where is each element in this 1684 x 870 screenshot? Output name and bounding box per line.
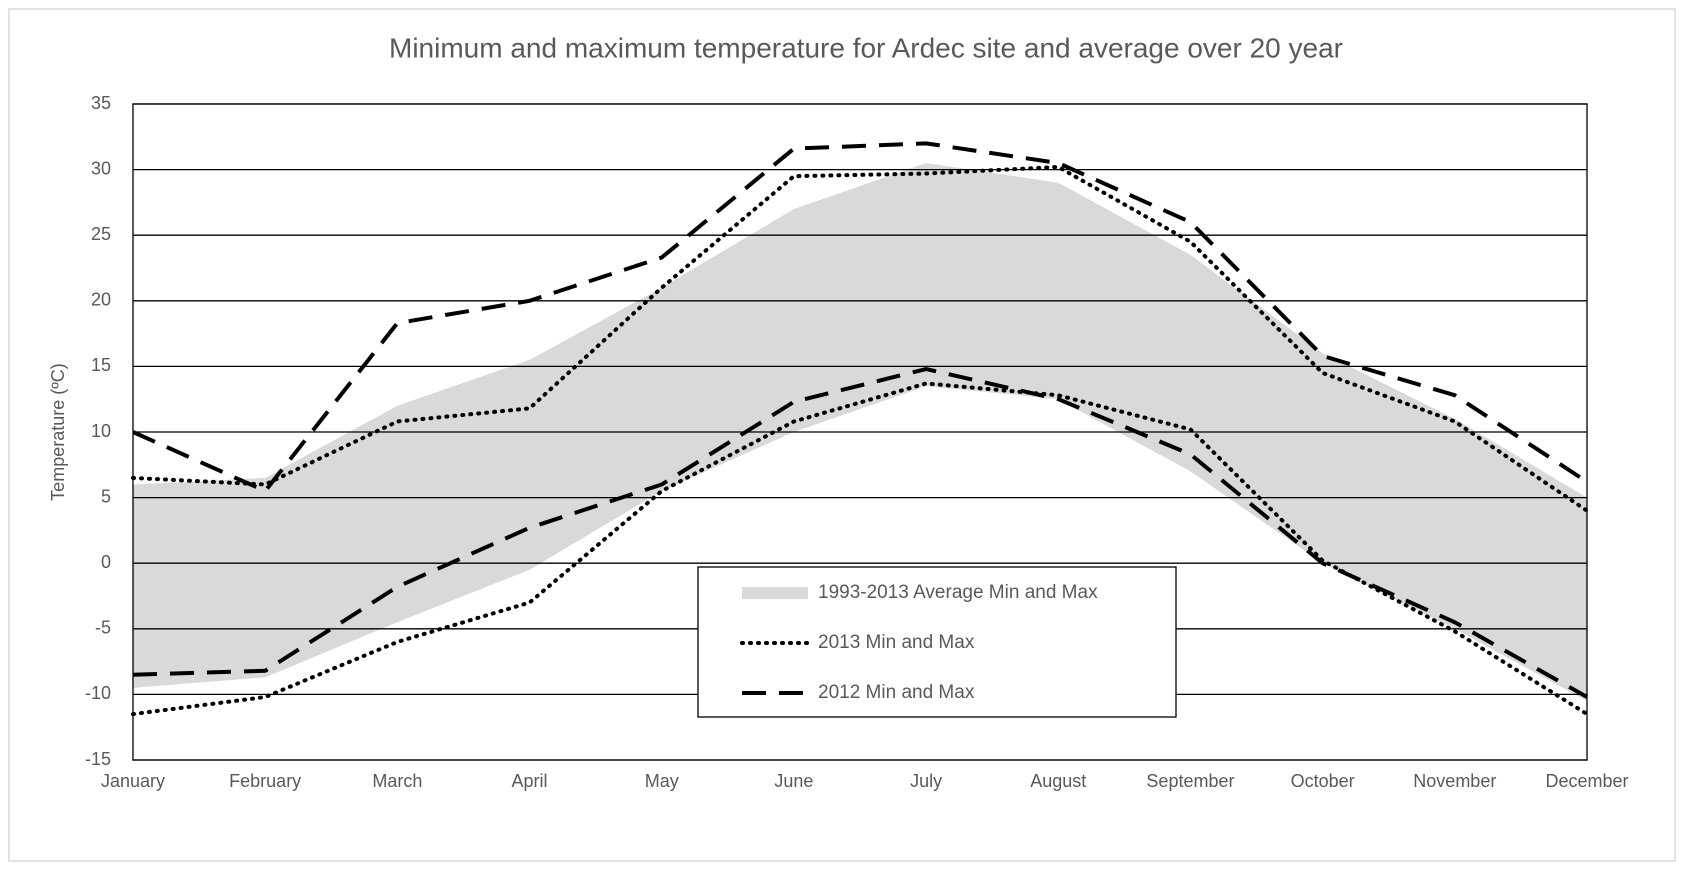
line-max (131, 164, 1589, 513)
line-min (132, 366, 1588, 699)
y-tick-label: -5 (95, 618, 111, 638)
x-tick-label: May (645, 771, 679, 791)
x-tick-label: March (372, 771, 422, 791)
x-tick-label: November (1413, 771, 1496, 791)
legend-label: 1993-2013 Average Min and Max (818, 582, 1098, 603)
y-tick-label: 30 (91, 158, 111, 178)
y-tick-label: 20 (91, 290, 111, 310)
y-tick-label: -15 (85, 749, 111, 769)
x-tick-label: September (1146, 771, 1234, 791)
y-tick-label: 15 (91, 355, 111, 375)
legend-label: 2012 Min and Max (818, 682, 975, 703)
y-tick-label: 0 (101, 552, 111, 572)
x-tick-label: June (774, 771, 813, 791)
y-tick-label: 5 (101, 486, 111, 506)
y-tick-label: -10 (85, 683, 111, 703)
x-tick-label: December (1545, 771, 1628, 791)
band-area (133, 163, 1587, 701)
y-tick-label: 35 (91, 93, 111, 113)
x-tick-label: July (910, 771, 942, 791)
x-tick-label: August (1030, 771, 1086, 791)
y-tick-label: 25 (91, 224, 111, 244)
legend-label: 2013 Min and Max (818, 632, 975, 653)
y-axis-label: Temperature (ºC) (48, 363, 68, 501)
chart-title: Minimum and maximum temperature for Arde… (389, 32, 1343, 63)
x-tick-label: April (512, 771, 548, 791)
x-tick-label: February (229, 771, 301, 791)
y-tick-label: 10 (91, 421, 111, 441)
x-tick-label: January (101, 771, 165, 791)
line-max (132, 141, 1589, 494)
x-tick-label: October (1291, 771, 1355, 791)
